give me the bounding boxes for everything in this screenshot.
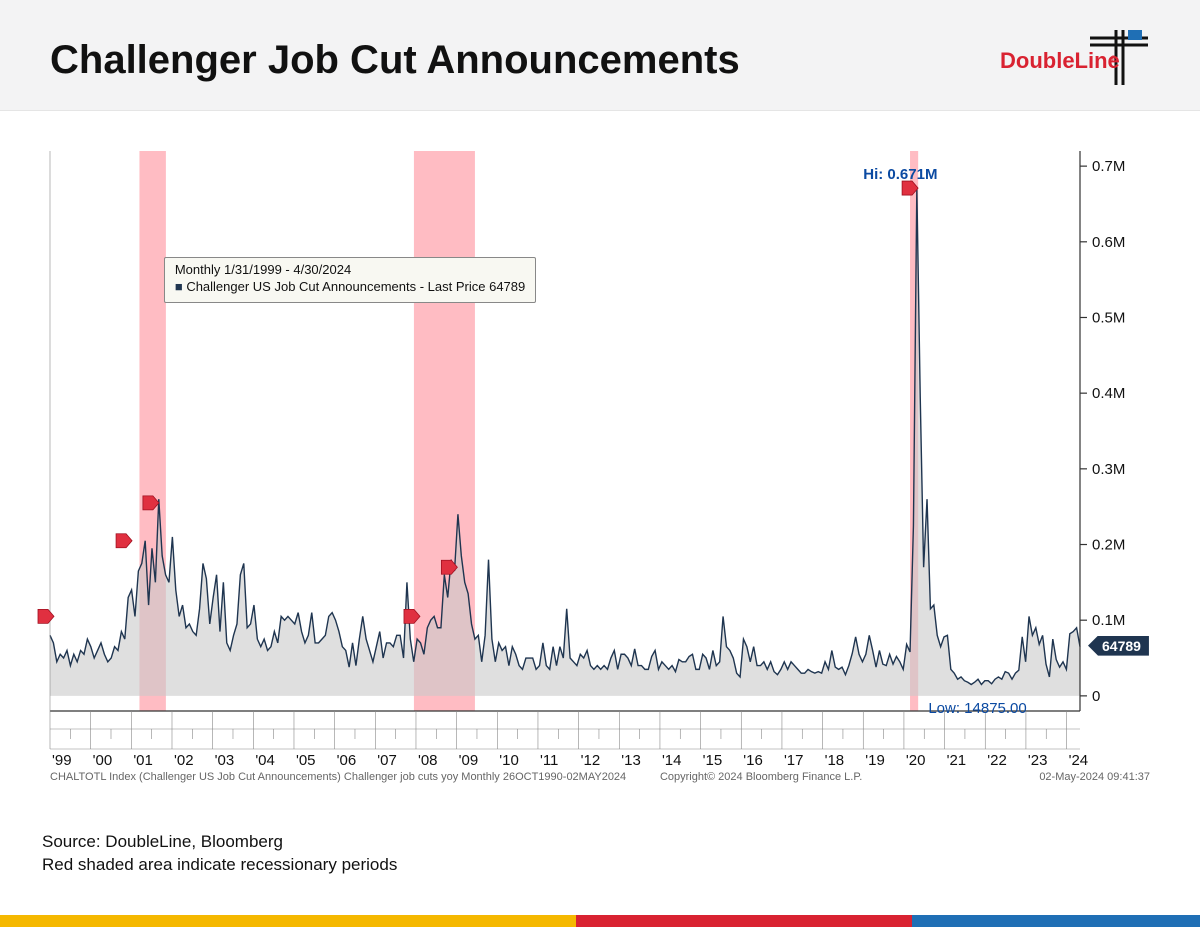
low-label: Low: 14875.00	[928, 700, 1026, 717]
svg-text:'23: '23	[1028, 752, 1048, 769]
source-line-1: Source: DoubleLine, Bloomberg	[42, 831, 397, 854]
svg-text:'19: '19	[865, 752, 885, 769]
high-label: Hi: 0.671M	[863, 166, 937, 183]
svg-text:'02: '02	[174, 752, 194, 769]
last-price-flag: 64789	[1088, 636, 1149, 656]
svg-text:'06: '06	[337, 752, 357, 769]
slide: Challenger Job Cut Announcements DoubleL…	[0, 0, 1200, 927]
svg-text:'22: '22	[987, 752, 1007, 769]
svg-text:'17: '17	[784, 752, 804, 769]
svg-text:'10: '10	[499, 752, 519, 769]
footer-stripe	[0, 915, 1200, 927]
svg-text:'00: '00	[93, 752, 113, 769]
svg-text:'12: '12	[581, 752, 601, 769]
svg-text:0.5M: 0.5M	[1092, 309, 1125, 326]
legend-series: Challenger US Job Cut Announcements - La…	[175, 279, 525, 296]
footer-stripe-segment	[0, 915, 576, 927]
footer-stripe-segment	[576, 915, 912, 927]
svg-text:'03: '03	[215, 752, 235, 769]
svg-text:'01: '01	[133, 752, 153, 769]
doubleline-logo: DoubleLine ®	[1000, 30, 1150, 90]
svg-text:0: 0	[1092, 688, 1100, 705]
chart-legend: Monthly 1/31/1999 - 4/30/2024 Challenger…	[164, 257, 536, 303]
header: Challenger Job Cut Announcements DoubleL…	[0, 0, 1200, 111]
svg-text:0.6M: 0.6M	[1092, 234, 1125, 251]
svg-text:0.7M: 0.7M	[1092, 158, 1125, 175]
svg-text:'18: '18	[825, 752, 845, 769]
svg-text:'11: '11	[540, 752, 558, 769]
svg-text:0.2M: 0.2M	[1092, 537, 1125, 554]
svg-text:'04: '04	[255, 752, 275, 769]
bloomberg-index-text: CHALTOTL Index (Challenger US Job Cut An…	[50, 771, 626, 783]
svg-text:DoubleLine: DoubleLine	[1000, 48, 1120, 73]
svg-text:'20: '20	[906, 752, 926, 769]
footer-stripe-segment	[912, 915, 1200, 927]
svg-text:'14: '14	[662, 752, 682, 769]
svg-text:'21: '21	[947, 752, 967, 769]
page-title: Challenger Job Cut Announcements	[50, 38, 740, 83]
svg-text:'09: '09	[459, 752, 479, 769]
svg-text:'13: '13	[621, 752, 641, 769]
line-chart: 0 0.1M 0.2M 0.3M 0.4M 0.5M 0.6M 0.7M '99 '00 '01 '0…	[0, 111, 1200, 791]
timestamp-text: 02-May-2024 09:41:37	[1039, 771, 1150, 783]
svg-text:0.4M: 0.4M	[1092, 385, 1125, 402]
svg-text:'05: '05	[296, 752, 316, 769]
svg-text:'16: '16	[743, 752, 763, 769]
source-note: Source: DoubleLine, Bloomberg Red shaded…	[42, 831, 397, 877]
legend-date-range: Monthly 1/31/1999 - 4/30/2024	[175, 262, 525, 279]
svg-text:'99: '99	[52, 752, 72, 769]
svg-text:0.3M: 0.3M	[1092, 461, 1125, 478]
source-line-2: Red shaded area indicate recessionary pe…	[42, 854, 397, 877]
chart-area: 0 0.1M 0.2M 0.3M 0.4M 0.5M 0.6M 0.7M '99 '00 '01 '0…	[0, 111, 1200, 861]
svg-text:®: ®	[1110, 54, 1117, 64]
svg-text:'08: '08	[418, 752, 438, 769]
svg-text:'24: '24	[1069, 752, 1089, 769]
copyright-text: Copyright© 2024 Bloomberg Finance L.P.	[660, 771, 862, 783]
svg-text:0.1M: 0.1M	[1092, 612, 1125, 629]
svg-text:'15: '15	[703, 752, 723, 769]
svg-text:'07: '07	[377, 752, 397, 769]
